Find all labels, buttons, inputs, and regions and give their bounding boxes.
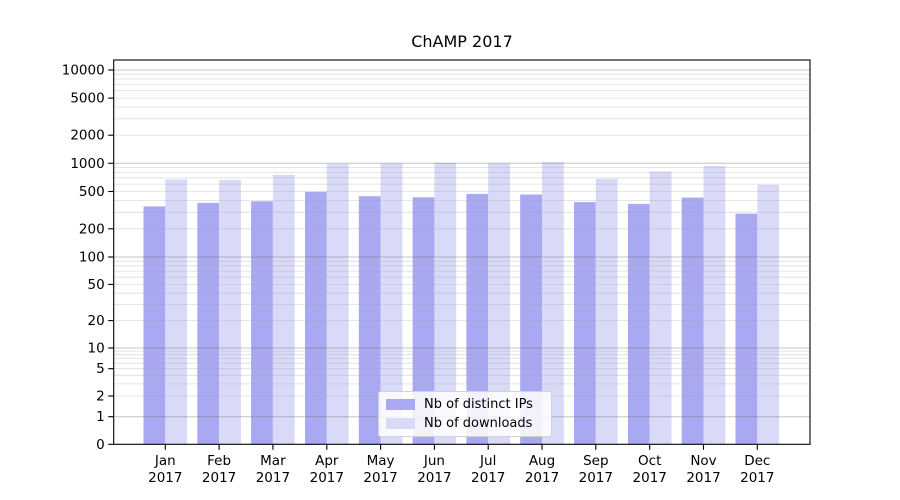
y-tick-label: 1000 xyxy=(70,156,104,172)
bar-nb-of-distinct-ips-jul-2017 xyxy=(466,193,489,445)
x-tick-label: Nov xyxy=(690,453,716,469)
y-tick-label: 50 xyxy=(88,277,105,293)
bar-nb-of-downloads-dec-2017 xyxy=(757,184,780,445)
y-tick-label: 20 xyxy=(88,313,105,329)
bar-nb-of-distinct-ips-may-2017 xyxy=(358,196,381,445)
bar-nb-of-distinct-ips-oct-2017 xyxy=(627,203,650,445)
y-tick-label: 5000 xyxy=(70,91,104,107)
bar-nb-of-downloads-sep-2017 xyxy=(595,178,618,445)
x-tick-label: Sep xyxy=(583,453,608,469)
legend-item-downloads: Nb of downloads xyxy=(386,416,543,431)
bar-nb-of-downloads-jan-2017 xyxy=(165,179,188,445)
y-tick-label: 2000 xyxy=(70,128,104,144)
x-tick-label: Feb xyxy=(207,453,231,469)
bar-nb-of-distinct-ips-aug-2017 xyxy=(520,194,542,445)
x-tick-label: May xyxy=(367,453,395,469)
y-tick-label: 1 xyxy=(96,409,105,425)
x-tick-label: 2017 xyxy=(363,470,397,486)
bar-nb-of-downloads-nov-2017 xyxy=(703,165,726,445)
x-tick-label: Dec xyxy=(744,453,770,469)
legend: Nb of distinct IPs Nb of downloads xyxy=(378,391,552,437)
bar-nb-of-distinct-ips-feb-2017 xyxy=(197,202,220,445)
x-tick-label: Jun xyxy=(423,453,445,469)
x-tick-label: 2017 xyxy=(202,470,236,486)
bar-nb-of-downloads-jul-2017 xyxy=(488,163,510,445)
y-tick-label: 10000 xyxy=(62,63,105,79)
x-tick-label: 2017 xyxy=(633,470,667,486)
y-tick-label: 100 xyxy=(79,250,105,266)
y-tick-label: 0 xyxy=(96,437,105,453)
bar-nb-of-downloads-mar-2017 xyxy=(272,174,295,445)
x-tick-label: 2017 xyxy=(471,470,505,486)
bar-nb-of-distinct-ips-dec-2017 xyxy=(735,213,758,445)
bar-nb-of-downloads-feb-2017 xyxy=(219,179,241,445)
x-tick-label: 2017 xyxy=(579,470,613,486)
x-tick-label: Aug xyxy=(529,453,555,469)
x-tick-label: 2017 xyxy=(686,470,720,486)
legend-label-distinct-ips: Nb of distinct IPs xyxy=(424,397,533,412)
bar-nb-of-distinct-ips-nov-2017 xyxy=(681,197,704,445)
y-tick-label: 10 xyxy=(88,341,105,357)
legend-label-downloads: Nb of downloads xyxy=(424,416,533,431)
bar-nb-of-distinct-ips-jan-2017 xyxy=(143,206,166,445)
bar-nb-of-downloads-jun-2017 xyxy=(434,162,457,445)
x-tick-label: 2017 xyxy=(417,470,451,486)
y-tick-label: 2 xyxy=(96,389,105,405)
chart-title: ChAMP 2017 xyxy=(411,32,513,51)
legend-swatch-distinct-ips xyxy=(386,399,415,410)
bar-nb-of-distinct-ips-apr-2017 xyxy=(305,191,327,445)
plot-border xyxy=(113,59,811,445)
y-tick-label: 5 xyxy=(96,361,105,377)
legend-swatch-downloads xyxy=(386,418,415,429)
x-tick-label: 2017 xyxy=(740,470,774,486)
x-tick-label: 2017 xyxy=(148,470,182,486)
x-tick-label: Oct xyxy=(638,453,661,469)
bar-nb-of-downloads-may-2017 xyxy=(380,163,403,445)
bar-nb-of-distinct-ips-sep-2017 xyxy=(574,202,596,445)
bar-nb-of-downloads-oct-2017 xyxy=(649,171,672,445)
y-tick-label: 500 xyxy=(79,184,105,200)
bar-nb-of-downloads-aug-2017 xyxy=(542,162,564,445)
x-tick-label: Apr xyxy=(315,453,339,469)
legend-item-distinct-ips: Nb of distinct IPs xyxy=(386,397,543,412)
x-tick-label: 2017 xyxy=(525,470,559,486)
y-tick-label: 200 xyxy=(79,221,105,237)
bar-nb-of-distinct-ips-mar-2017 xyxy=(251,201,273,445)
x-tick-label: Mar xyxy=(260,453,286,469)
x-tick-label: Jan xyxy=(154,453,176,469)
x-tick-label: 2017 xyxy=(256,470,290,486)
bar-nb-of-distinct-ips-jun-2017 xyxy=(412,197,435,445)
x-tick-label: Jul xyxy=(479,453,496,469)
bar-nb-of-downloads-apr-2017 xyxy=(326,163,349,445)
x-tick-label: 2017 xyxy=(310,470,344,486)
